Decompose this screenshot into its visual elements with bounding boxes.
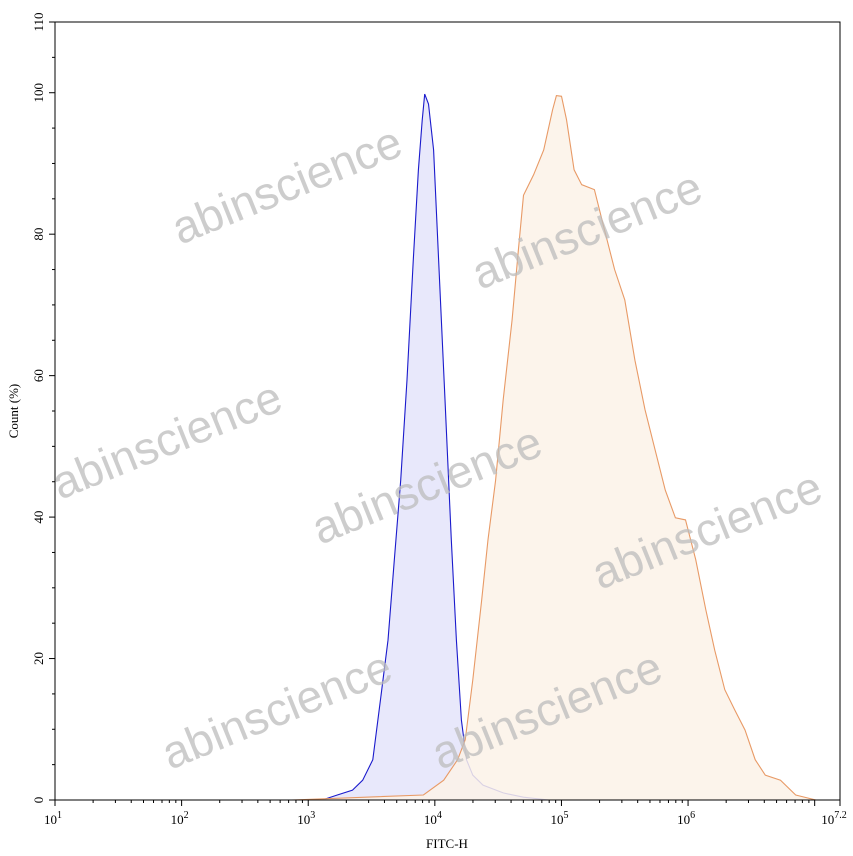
x-tick-label: 106	[677, 810, 695, 827]
x-tick-label: 103	[297, 810, 315, 827]
series-2-fill	[291, 95, 816, 801]
y-tick-label: 0	[31, 797, 46, 804]
series-1-fill	[241, 94, 549, 801]
axes: 101 102 103 104 105 106 107.2 0 20 40 60 80 100 110	[31, 12, 847, 827]
y-tick-label: 80	[31, 228, 46, 241]
y-tick-label: 40	[31, 511, 46, 524]
x-tick-label: 104	[424, 810, 442, 827]
watermark-text: abinscience	[154, 640, 399, 779]
x-tick-label: 101	[44, 810, 62, 827]
x-tick-label: 105	[550, 810, 568, 827]
x-tick-label: 102	[171, 810, 189, 827]
series-layer	[241, 93, 817, 801]
series-2-line	[291, 94, 817, 801]
y-tick-label: 60	[31, 369, 46, 382]
watermark-text: abinscience	[44, 370, 289, 509]
x-tick-label: 107.2	[821, 810, 847, 827]
y-tick-label: 110	[31, 12, 46, 31]
y-tick-label: 100	[31, 83, 46, 103]
y-tick-label: 20	[31, 652, 46, 665]
y-axis-label: Count (%)	[6, 384, 21, 439]
x-axis-label: FITC-H	[426, 836, 468, 851]
watermark-text: abinscience	[164, 115, 409, 254]
